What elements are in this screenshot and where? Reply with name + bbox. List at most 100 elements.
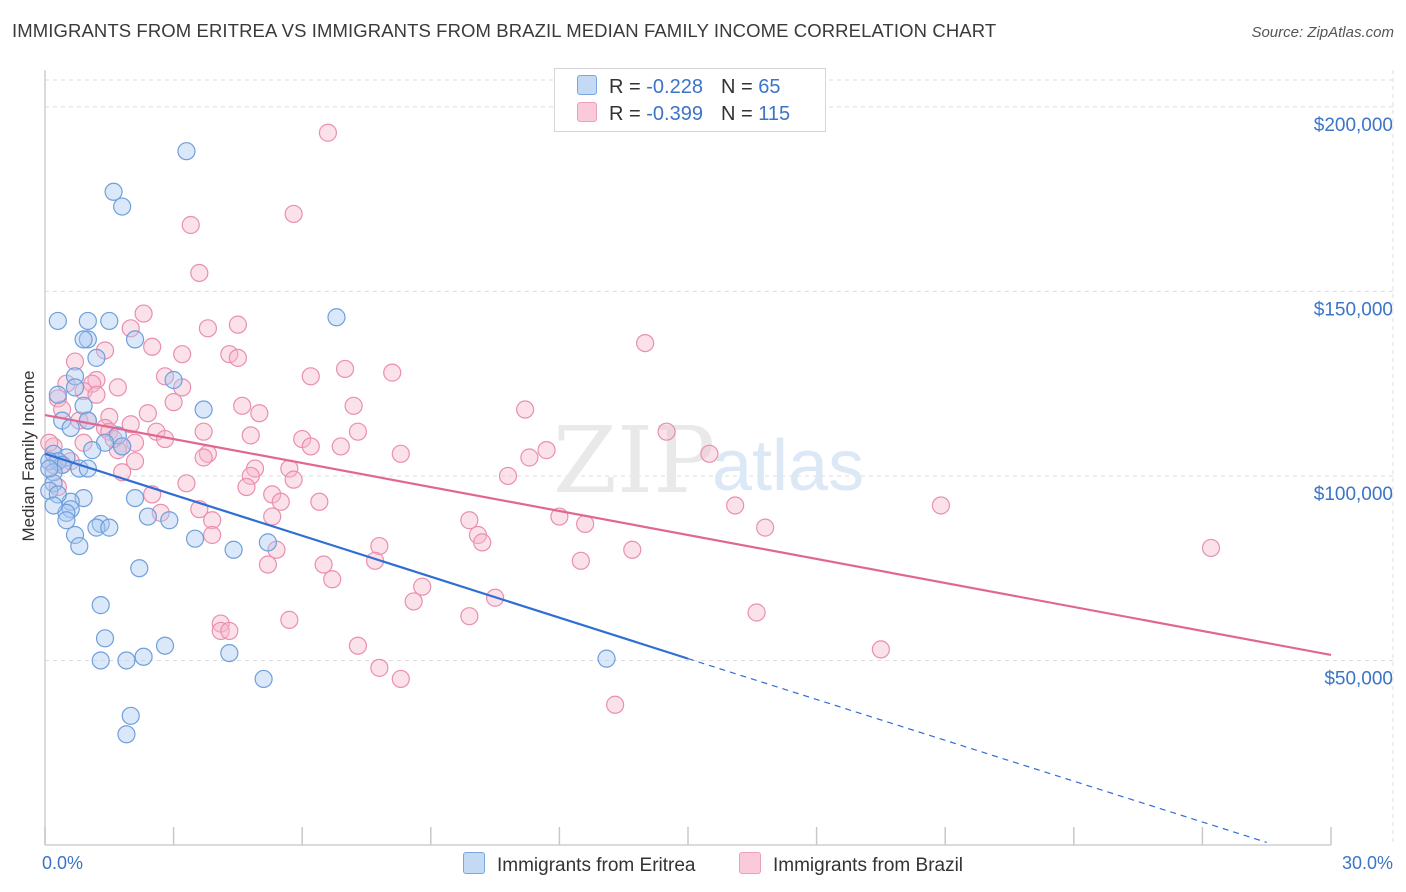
bottom-legend-brazil: Immigrants from Brazil <box>739 852 963 877</box>
grid-lines <box>45 70 1394 845</box>
brazil-point <box>1201 538 1221 558</box>
eritrea-point <box>48 485 67 504</box>
eritrea-point <box>83 441 102 460</box>
eritrea-point <box>134 647 153 666</box>
legend-n-value-eritrea: 65 <box>758 76 781 98</box>
eritrea-point <box>113 197 132 216</box>
brazil-point <box>280 610 299 629</box>
legend-r-label: R = <box>609 103 647 125</box>
eritrea-point <box>100 518 119 537</box>
brazil-point <box>460 511 479 530</box>
brazil-point <box>391 669 410 689</box>
eritrea-point <box>125 488 145 508</box>
y-tick-label: $200,000 <box>1314 115 1393 136</box>
watermark-zip: ZIP <box>553 407 715 514</box>
brazil-point <box>931 496 951 515</box>
brazil-point <box>190 263 209 283</box>
eritrea-point <box>65 378 85 397</box>
legend-r-value-eritrea: -0.228 <box>646 76 703 98</box>
eritrea-point <box>138 507 157 526</box>
eritrea-point <box>160 511 179 530</box>
brazil-point <box>138 404 157 423</box>
eritrea-point <box>258 533 278 552</box>
eritrea-point <box>104 182 123 201</box>
eritrea-point <box>74 330 93 349</box>
eritrea-point <box>78 330 97 349</box>
bottom-legend-swatch-brazil <box>739 852 761 874</box>
brazil-point <box>228 348 247 367</box>
brazil-regression-line <box>44 413 1332 657</box>
brazil-point <box>194 448 213 467</box>
bottom-legend-swatch-eritrea <box>463 852 485 874</box>
eritrea-point <box>164 370 183 390</box>
eritrea-point <box>95 629 115 648</box>
chart-title: IMMIGRANTS FROM ERITREA VS IMMIGRANTS FR… <box>12 20 997 41</box>
brazil-point <box>391 444 410 463</box>
brazil-point <box>310 492 329 511</box>
eritrea-point <box>87 348 106 367</box>
eritrea-regression-extension <box>687 658 1267 843</box>
brazil-point <box>284 470 303 489</box>
eritrea-regression-line <box>44 452 689 660</box>
brazil-point <box>203 525 222 545</box>
x-tick-label-max: 30.0% <box>1342 853 1393 873</box>
brazil-point <box>413 577 432 596</box>
watermark-atlas: atlas <box>712 426 864 506</box>
legend-r-label: R = <box>609 76 647 98</box>
eritrea-point <box>130 559 149 578</box>
legend-r-value-brazil: -0.399 <box>646 103 703 125</box>
legend-row-brazil: R = -0.399 N = 115 <box>577 102 790 126</box>
eritrea-point <box>70 536 89 556</box>
bottom-legend-label-eritrea: Immigrants from Eritrea <box>497 855 696 876</box>
eritrea-point <box>48 385 67 404</box>
eritrea-point <box>254 669 273 689</box>
axes <box>44 70 1332 846</box>
legend-swatch-eritrea <box>577 75 597 95</box>
eritrea-point <box>177 142 196 161</box>
brazil-point <box>520 448 539 467</box>
eritrea-point <box>155 636 175 655</box>
brazil-point <box>636 333 655 353</box>
eritrea-point <box>87 518 106 537</box>
bottom-legend-eritrea: Immigrants from Eritrea <box>463 852 695 877</box>
brazil-point <box>241 426 260 445</box>
brazil-point <box>228 315 247 334</box>
brazil-point <box>314 555 333 574</box>
brazil-point <box>121 319 140 338</box>
brazil-point <box>233 396 252 415</box>
brazil-point <box>871 640 891 659</box>
brazil-point <box>348 422 368 441</box>
eritrea-point <box>100 311 119 331</box>
brazil-point <box>143 337 162 356</box>
brazil-point <box>121 415 140 434</box>
brazil-point <box>40 433 59 452</box>
brazil-point <box>194 422 213 441</box>
legend-n-label: N = <box>720 103 759 125</box>
eritrea-point <box>117 651 136 670</box>
eritrea-point <box>194 400 213 419</box>
brazil-point <box>537 441 556 460</box>
brazil-point <box>237 477 256 497</box>
brazil-point <box>108 378 127 397</box>
brazil-point <box>331 437 350 456</box>
eritrea-point <box>224 540 243 559</box>
brazil-point <box>657 422 676 441</box>
brazil-point <box>258 555 278 574</box>
brazil-point <box>177 474 196 493</box>
x-tick-label-min: 0.0% <box>42 853 83 873</box>
brazil-point <box>756 518 775 537</box>
brazil-point <box>571 551 590 570</box>
eritrea-point <box>74 396 93 415</box>
brazil-point <box>404 592 423 611</box>
brazil-point <box>164 393 183 412</box>
eritrea-point <box>125 330 145 349</box>
eritrea-point <box>113 437 132 456</box>
eritrea-point <box>91 596 110 615</box>
brazil-point <box>460 607 479 626</box>
brazil-point <box>241 466 260 486</box>
brazil-point <box>747 603 766 622</box>
brazil-point <box>220 621 239 641</box>
eritrea-point <box>597 649 616 668</box>
eritrea-point <box>78 411 97 430</box>
